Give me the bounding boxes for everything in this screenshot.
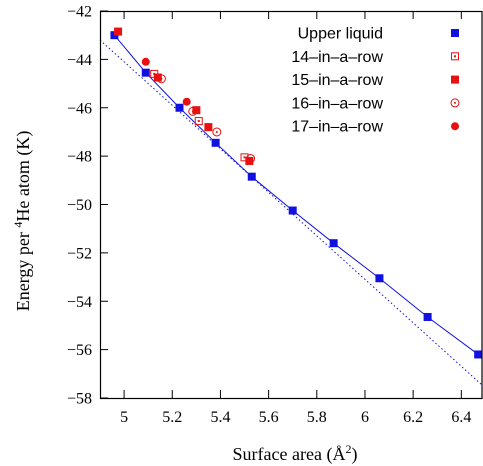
- legend-label: 15–in–a–row: [291, 72, 383, 89]
- legend-marker: [450, 98, 460, 108]
- legend-label: 14–in–a–row: [291, 49, 383, 66]
- data-point: [288, 206, 297, 215]
- x-axis-title: Surface area (Å2): [233, 442, 358, 465]
- y-tick-label: −58: [67, 391, 92, 408]
- legend-marker: [451, 75, 459, 84]
- series-2: [150, 69, 249, 162]
- data-point: [246, 154, 256, 164]
- x-tick-label: 6.2: [403, 409, 423, 426]
- y-tick-label: −50: [67, 197, 92, 214]
- data-point: [375, 274, 384, 283]
- data-point: [141, 57, 150, 66]
- data-point: [211, 138, 220, 147]
- x-axis-title-superscript: 2: [345, 442, 351, 456]
- y-tick-label: −48: [67, 149, 92, 166]
- data-point: [182, 97, 191, 106]
- data-point: [212, 127, 222, 137]
- data-point: [188, 106, 198, 116]
- y-tick-label: −56: [67, 342, 92, 359]
- x-tick-label: 5.2: [162, 409, 182, 426]
- legend-marker: [451, 122, 459, 131]
- data-point: [245, 156, 254, 165]
- plot-frame: [99, 10, 483, 400]
- y-tick-label: −42: [67, 4, 92, 21]
- series-5: [141, 57, 191, 106]
- x-tick-label: 5.4: [210, 409, 230, 426]
- x-tick-label: 6: [361, 409, 369, 426]
- y-tick-label: −54: [67, 294, 92, 311]
- legend-label: 17–in–a–row: [291, 119, 383, 136]
- data-point: [156, 74, 166, 84]
- legend: Upper liquid 14–in–a–row 15–in–a–row 16–in–…: [291, 26, 460, 136]
- y-axis-title-superscript: 4: [11, 222, 25, 228]
- legend-label: 16–in–a–row: [291, 95, 383, 112]
- y-axis: −42 −44 −46 −48 −50 −52 −54 −56 −58: [67, 4, 108, 408]
- data-point: [423, 312, 432, 321]
- x-tick-label: 5.8: [307, 409, 327, 426]
- x-tick-label: 5.6: [259, 409, 279, 426]
- data-point: [204, 123, 213, 132]
- y-axis-title: Energy per 4He atom (K): [11, 131, 34, 312]
- data-point: [141, 68, 150, 77]
- data-point: [114, 27, 123, 36]
- series-4: [156, 74, 256, 164]
- y-tick-label: −44: [67, 52, 92, 69]
- series-line: [114, 34, 479, 355]
- legend-label: Upper liquid: [298, 26, 383, 43]
- y-tick-label: −52: [67, 245, 92, 262]
- data-point: [329, 239, 338, 248]
- series-layer: [110, 27, 483, 359]
- x-axis: 5 5.2 5.4 5.6 5.8 6 6.2 6.4: [120, 11, 471, 426]
- y-tick-label: −46: [67, 100, 92, 117]
- plot-border: [99, 10, 483, 400]
- legend-marker: [451, 29, 459, 37]
- legend-marker: [451, 52, 459, 61]
- x-tick-label: 6.4: [451, 409, 471, 426]
- data-point: [247, 172, 256, 181]
- series-3: [114, 27, 254, 165]
- x-tick-label: 5: [120, 409, 128, 426]
- data-point: [175, 103, 184, 112]
- data-point: [194, 117, 203, 126]
- data-point: [474, 350, 483, 359]
